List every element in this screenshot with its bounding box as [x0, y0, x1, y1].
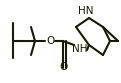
Text: NH: NH	[72, 44, 88, 54]
Text: O: O	[46, 36, 54, 46]
Text: HN: HN	[78, 6, 94, 16]
Text: O: O	[59, 62, 67, 72]
